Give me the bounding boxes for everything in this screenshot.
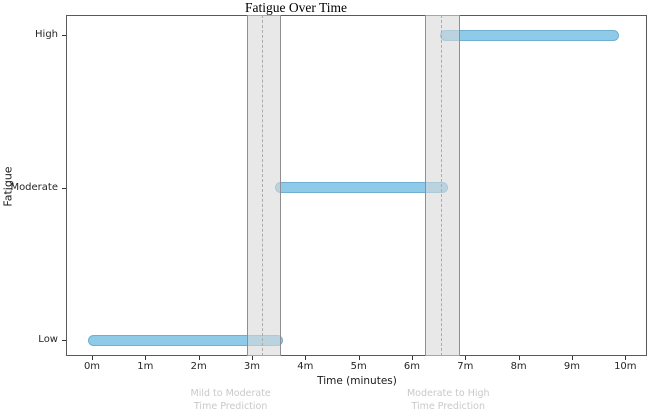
prediction-dashed-line-2 <box>440 15 442 356</box>
y-tick-mark-high <box>62 35 66 36</box>
x-tick-label-0m: 0m <box>83 361 101 372</box>
x-tick-label-7m: 7m <box>457 361 474 372</box>
x-tick-label-4m: 4m <box>297 361 314 372</box>
prediction-band-2 <box>425 15 460 356</box>
prediction-annotation-line1: Moderate to High <box>406 388 490 399</box>
fatigue-bar-moderate <box>274 182 448 193</box>
prediction-annotation-line2: Time Prediction <box>411 400 485 412</box>
x-tick-mark-6m <box>411 356 413 360</box>
fatigue-bar-high <box>439 29 619 41</box>
x-tick-mark-9m <box>571 356 573 360</box>
x-tick-label-8m: 8m <box>510 361 527 372</box>
prediction-annotation-2: Moderate to High Time Prediction <box>363 388 533 412</box>
fatigue-bar-low <box>88 334 283 346</box>
prediction-annotation-line2: Time Prediction <box>193 400 268 412</box>
prediction-annotation-line1: Mild to Moderate <box>190 388 271 399</box>
x-tick-mark-5m <box>358 356 360 360</box>
x-tick-label-10m: 10m <box>614 361 637 372</box>
prediction-dashed-line-1 <box>261 15 263 356</box>
x-tick-label-9m: 9m <box>563 361 581 372</box>
y-tick-label-low: Low <box>38 334 58 345</box>
x-tick-label-1m: 1m <box>137 361 154 372</box>
x-tick-label-3m: 3m <box>243 361 261 372</box>
x-tick-label-2m: 2m <box>190 361 207 372</box>
prediction-annotation-1: Mild to Moderate Time Prediction <box>146 388 316 412</box>
x-tick-label-5m: 5m <box>350 361 367 372</box>
y-tick-label-high: High <box>35 29 58 40</box>
x-tick-mark-0m <box>92 356 93 360</box>
x-tick-label-6m: 6m <box>403 361 421 372</box>
x-tick-mark-3m <box>251 356 253 360</box>
x-tick-mark-8m <box>518 356 520 360</box>
chart-title: Fatigue Over Time <box>244 0 347 15</box>
x-tick-mark-2m <box>198 356 200 360</box>
x-axis-label: Time (minutes) <box>317 375 397 387</box>
x-tick-mark-4m <box>305 356 307 360</box>
x-tick-mark-1m <box>145 356 147 360</box>
y-tick-label-moderate: Moderate <box>10 181 58 193</box>
y-tick-mark-moderate <box>62 187 66 189</box>
x-tick-mark-10m <box>625 356 627 360</box>
y-tick-mark-low <box>62 340 66 341</box>
x-tick-mark-7m <box>465 356 467 360</box>
prediction-band-1 <box>246 15 282 356</box>
